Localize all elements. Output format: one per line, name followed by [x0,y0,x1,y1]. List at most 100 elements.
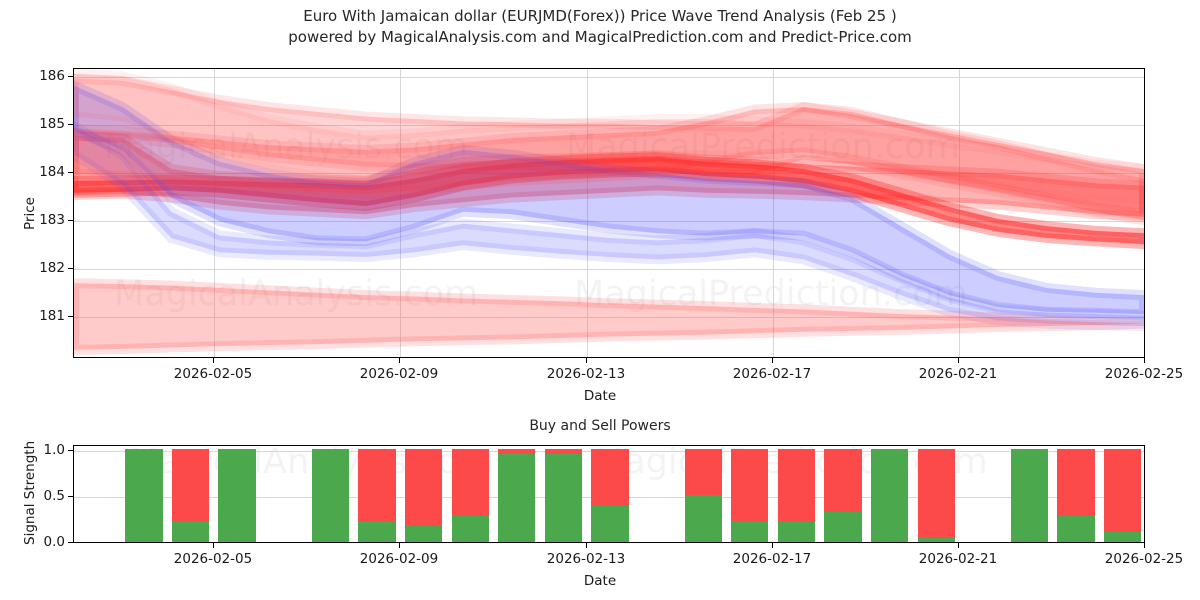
buy-power-segment [777,521,816,542]
bar-ylabel: Signal Strength [22,440,38,545]
gridline-x-0209 [400,69,401,357]
xtick-0205: 2026-02-05 [173,366,253,382]
gridline-y-181 [74,317,1144,318]
buy-power-segment [404,526,443,542]
tickmark-barx-0217 [772,543,774,548]
xtick-bar-0217: 2026-02-17 [732,551,812,567]
title-line-2: powered by MagicalAnalysis.com and Magic… [288,28,912,47]
ytick-181: 181 [39,308,65,324]
main-ylabel: Price [22,197,38,230]
sell-power-segment [358,448,396,522]
ytick-bar-05: 0.5 [43,488,65,504]
ytick-182: 182 [39,260,65,276]
signal-bar[interactable] [684,448,722,542]
tickmark-bar-05 [68,496,73,498]
sell-power-segment [1104,448,1142,532]
signal-bar[interactable] [404,448,443,542]
signal-bar[interactable] [451,448,489,542]
wave-band-wave-band-blue-upper [74,80,1144,320]
tickmark-y-185 [68,124,73,126]
signal-bar[interactable] [125,448,163,542]
signal-bar[interactable] [1104,448,1142,542]
sell-power-segment [917,448,955,538]
signal-bar[interactable] [871,448,909,542]
gridline-y-185 [74,125,1144,126]
gridline-y-186 [74,77,1144,78]
wave-band-wave-band-pink-bottom [74,278,1144,355]
xtick-0225: 2026-02-25 [1104,366,1184,382]
tickmark-barx-0221 [958,543,960,548]
tickmark-x-0213 [586,358,588,363]
title-line-1: Euro With Jamaican dollar (EURJMD(Forex)… [303,7,897,25]
gridline-y-183 [74,221,1144,222]
tickmark-y-184 [68,172,73,174]
wave-bands-group [74,69,1144,357]
buy-power-segment [451,515,489,542]
sell-power-segment [591,448,629,506]
buy-power-segment [498,454,536,542]
gridline-x-0205 [214,69,215,357]
sell-power-segment [824,448,862,513]
xtick-bar-0205: 2026-02-05 [173,551,253,567]
buy-power-segment [1010,448,1049,542]
buy-power-segment [871,448,909,542]
tickmark-x-0205 [213,358,215,363]
signal-bar[interactable] [311,448,349,542]
signal-bar[interactable] [1010,448,1049,542]
signal-bar[interactable] [591,448,629,542]
xtick-bar-0225: 2026-02-25 [1104,551,1184,567]
signal-bar[interactable] [824,448,862,542]
signal-bar[interactable] [358,448,396,542]
buy-power-segment [917,537,955,542]
sell-power-segment [544,448,583,455]
wave-band-wave-band-blue-lower [74,121,1144,332]
signal-bar[interactable] [1057,448,1095,542]
tickmark-bar-1 [68,450,73,452]
tickmark-y-182 [68,268,73,270]
main-xlabel: Date [583,388,617,404]
gridline-x-0213 [587,69,588,357]
xtick-bar-0209: 2026-02-09 [359,551,439,567]
price-wave-chart: MagicalAnalysis.com MagicalPrediction.co… [73,68,1145,358]
tickmark-y-183 [68,220,73,222]
xtick-0209: 2026-02-09 [359,366,439,382]
buy-power-segment [684,495,722,542]
buy-power-segment [1104,531,1142,542]
page-title: Euro With Jamaican dollar (EURJMD(Forex)… [0,6,1200,49]
signal-bar[interactable] [917,448,955,542]
buy-power-segment [544,454,583,542]
signal-bar[interactable] [777,448,816,542]
signal-bar[interactable] [544,448,583,542]
ytick-bar-1: 1.0 [43,442,65,458]
xtick-bar-0221: 2026-02-21 [918,551,998,567]
buy-power-segment [125,448,163,542]
xtick-0221: 2026-02-21 [918,366,998,382]
buy-power-segment [218,448,256,542]
tickmark-x-0221 [958,358,960,363]
signal-bar[interactable] [218,448,256,542]
bars-group [74,446,1144,542]
ytick-186: 186 [39,68,65,84]
wave-band-wave-band-red-core [74,152,1144,250]
ytick-185: 185 [39,116,65,132]
tickmark-barx-0225 [1144,543,1146,548]
tickmark-barx-0209 [399,543,401,548]
tickmark-bar-0 [68,542,73,544]
signal-bar[interactable] [171,448,210,542]
wave-bands-svg [74,69,1144,355]
sell-power-segment [777,448,816,522]
wave-band-wave-band-red-outer-upper [74,73,1144,226]
buy-power-segment [731,521,769,542]
buy-power-segment [171,521,210,542]
xtick-bar-0213: 2026-02-13 [546,551,626,567]
signal-bar[interactable] [731,448,769,542]
sell-power-segment [498,448,536,455]
tickmark-x-0225 [1144,358,1146,363]
wave-band-wave-band-red-wide-right [74,102,1144,220]
buy-power-segment [1057,515,1095,542]
buy-power-segment [311,448,349,542]
buy-power-segment [591,505,629,542]
signal-bar[interactable] [498,448,536,542]
sell-power-segment [1057,448,1095,516]
tickmark-barx-0205 [213,543,215,548]
